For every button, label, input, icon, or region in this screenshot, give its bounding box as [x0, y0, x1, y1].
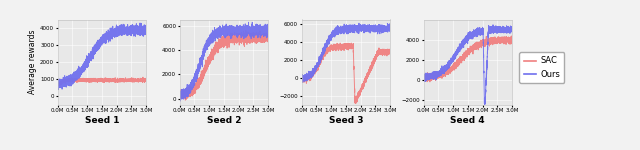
Legend: SAC, Ours: SAC, Ours	[520, 52, 564, 83]
X-axis label: Seed 4: Seed 4	[451, 116, 485, 125]
X-axis label: Seed 2: Seed 2	[207, 116, 241, 125]
X-axis label: Seed 1: Seed 1	[84, 116, 119, 125]
Y-axis label: Average rewards: Average rewards	[28, 30, 37, 94]
X-axis label: Seed 3: Seed 3	[328, 116, 363, 125]
